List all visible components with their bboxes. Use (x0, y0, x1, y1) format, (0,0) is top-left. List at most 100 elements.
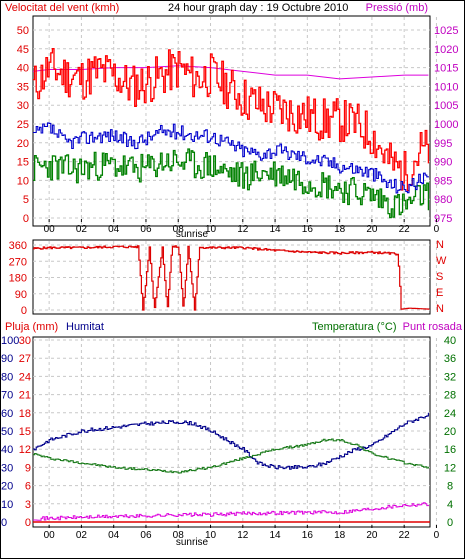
wind-y-tick-label: 45 (17, 44, 29, 56)
humidity-y-tick-label: 15 (19, 426, 31, 438)
rain-y-tick-label: 70 (1, 390, 13, 402)
wind-y-tick-label: 0 (23, 213, 29, 225)
pressure-y-tick-label: 1010 (434, 81, 458, 93)
panel2-left-ticks: 0 90 180 270 360 (9, 240, 27, 317)
temperature-title: Temperatura (°C) (312, 321, 396, 333)
rain-y-tick-label: 100 (1, 335, 19, 347)
pressure-y-tick-label: 980 (434, 194, 452, 206)
direction-y-tick-label: 90 (15, 289, 27, 301)
pressure-y-tick-label: 1020 (434, 44, 458, 56)
humidity-y-tick-label: 30 (19, 335, 31, 347)
temperature-y-tick-label: 8 (447, 481, 453, 493)
wind-y-tick-label: 40 (17, 63, 29, 75)
humidity-y-tick-label: 6 (25, 481, 31, 493)
x-tick-label: 20 (366, 224, 378, 235)
temperature-y-tick-label: 24 (444, 408, 456, 420)
x-tick-label: 06 (140, 530, 152, 541)
temperature-y-tick-label: 16 (444, 444, 456, 456)
x-tick-label: 18 (334, 224, 346, 235)
wind-speed-title: Velocitat del vent (kmh) (5, 2, 119, 14)
pressure-y-tick-label: 995 (434, 138, 452, 150)
rain-y-tick-label: 60 (1, 408, 13, 420)
wind-y-tick-label: 20 (17, 138, 29, 150)
panel3-series (33, 412, 430, 523)
rain-y-tick-label: 90 (1, 353, 13, 365)
direction-y-tick-label: 270 (9, 256, 27, 268)
gust-line (33, 48, 430, 192)
panel1-frame (32, 15, 431, 227)
humidity-y-tick-label: 24 (19, 371, 31, 383)
humidity-y-tick-label: 9 (25, 462, 31, 474)
panel1-left-ticks: 0 5 10 15 20 25 30 35 40 45 50 (17, 25, 29, 225)
pressure-y-tick-label: 1015 (434, 63, 458, 75)
direction-compass-label: S (436, 271, 443, 283)
direction-y-tick-label: 0 (21, 305, 27, 317)
temperature-y-tick-label: 36 (444, 353, 456, 365)
rain-y-tick-label: 30 (1, 462, 13, 474)
humidity-y-tick-label: 3 (25, 499, 31, 511)
direction-compass-label: E (436, 287, 443, 299)
pressure-y-tick-label: 985 (434, 175, 452, 187)
wind-y-tick-label: 5 (23, 194, 29, 206)
panel1-series (32, 48, 430, 219)
direction-compass-label: W (436, 255, 447, 267)
pressure-y-tick-label: 990 (434, 157, 452, 169)
wind-y-tick-label: 30 (17, 100, 29, 112)
panel3-temperature-ticks: 0 4 8 12 16 20 24 28 32 36 40 (444, 335, 456, 529)
rain-y-tick-label: 20 (1, 481, 13, 493)
pressure-y-tick-label: 1025 (434, 25, 458, 37)
humidity-line (33, 412, 429, 470)
temperature-y-tick-label: 12 (444, 462, 456, 474)
x-tick-label: 00 (44, 530, 56, 541)
temperature-y-tick-label: 20 (444, 426, 456, 438)
x-tick-label: 02 (76, 530, 88, 541)
temperature-y-tick-label: 32 (444, 371, 456, 383)
dewpoint-line (33, 502, 429, 521)
x-tick-label: 00 (44, 224, 56, 235)
temperature-line (33, 438, 429, 474)
wind-y-tick-label: 15 (17, 157, 29, 169)
direction-compass-label: N (436, 303, 444, 315)
panel3-humidity-ticks: 0 3 6 9 12 15 18 21 24 27 30 (19, 335, 31, 529)
wind-y-tick-label: 10 (17, 175, 29, 187)
pressure-y-tick-label: 1005 (434, 100, 458, 112)
x-tick-label: 0 (434, 530, 440, 541)
panel3-frame (32, 336, 431, 528)
panel1-hour-labels: 00 02 04 06 08 10 12 14 16 18 20 22 0 (44, 219, 440, 235)
x-tick-label: 10 (205, 530, 217, 541)
rain-title: Pluja (mm) (5, 321, 58, 333)
x-tick-label: 08 (173, 530, 185, 541)
x-tick-label: 18 (334, 530, 346, 541)
humidity-y-tick-label: 18 (19, 408, 31, 420)
direction-compass-label: N (436, 239, 444, 251)
x-tick-label: 12 (237, 530, 249, 541)
temperature-y-tick-label: 4 (447, 499, 453, 511)
humidity-y-tick-label: 0 (25, 517, 31, 529)
panel1-gridlines (33, 17, 437, 225)
x-tick-label: 10 (205, 224, 217, 235)
x-tick-label: 02 (76, 224, 88, 235)
x-tick-label: 08 (173, 224, 185, 235)
temperature-y-tick-label: 28 (444, 390, 456, 402)
pressure-line (32, 65, 429, 80)
rain-y-tick-label: 50 (1, 426, 13, 438)
x-tick-label: 04 (108, 530, 120, 541)
panel2-series (33, 245, 430, 311)
x-tick-label: 04 (108, 224, 120, 235)
sunrise-label-bottom: sunrise (176, 537, 209, 548)
rain-y-tick-label: 0 (1, 517, 7, 529)
min-wind-line (33, 148, 430, 219)
direction-y-tick-label: 180 (9, 273, 27, 285)
direction-line (33, 245, 430, 311)
humidity-y-tick-label: 12 (19, 444, 31, 456)
x-tick-label: 22 (399, 530, 411, 541)
pressure-title: Pressió (mb) (366, 2, 428, 14)
direction-y-tick-label: 360 (9, 240, 27, 252)
x-tick-label: 12 (237, 224, 249, 235)
wind-y-tick-label: 50 (17, 25, 29, 37)
temperature-y-tick-label: 0 (447, 517, 453, 529)
wind-y-tick-label: 25 (17, 119, 29, 131)
panel3-rain-ticks: 0 10 20 30 40 50 60 70 80 90 100 (1, 335, 19, 529)
